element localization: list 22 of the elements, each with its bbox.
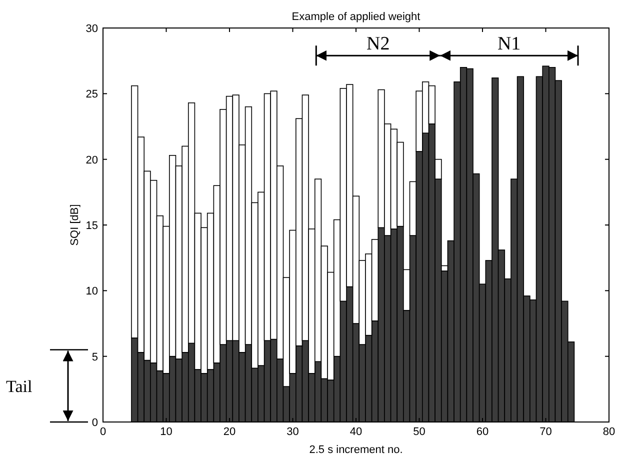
x-axis-title: 2.5 s increment no. xyxy=(309,444,403,456)
chart-title: Example of applied weight xyxy=(292,11,420,23)
y-tick-label: 10 xyxy=(86,286,98,298)
y-tick-label: 0 xyxy=(92,417,98,429)
x-tick-label: 40 xyxy=(350,426,362,438)
x-tick-label: 80 xyxy=(602,426,616,438)
y-tick-label: 30 xyxy=(86,23,98,35)
x-tick-label: 30 xyxy=(286,426,299,438)
x-tick-label: 0 xyxy=(100,426,106,438)
y-tick-label: 20 xyxy=(86,154,98,166)
annotation: N1 xyxy=(497,34,521,55)
x-tick-label: 60 xyxy=(476,426,489,438)
x-tick-label: 10 xyxy=(160,426,172,438)
x-tick-label: 20 xyxy=(223,426,236,438)
x-tick-label: 70 xyxy=(540,426,552,438)
y-tick-label: 25 xyxy=(86,88,98,101)
text: Tail xyxy=(6,376,32,396)
x-tick-label: 50 xyxy=(413,426,426,438)
y-axis-title: SQI [dB] xyxy=(69,204,81,246)
y-tick-label: 5 xyxy=(92,351,98,364)
y-tick-label: 15 xyxy=(86,220,98,232)
annotation: N2 xyxy=(366,34,390,55)
